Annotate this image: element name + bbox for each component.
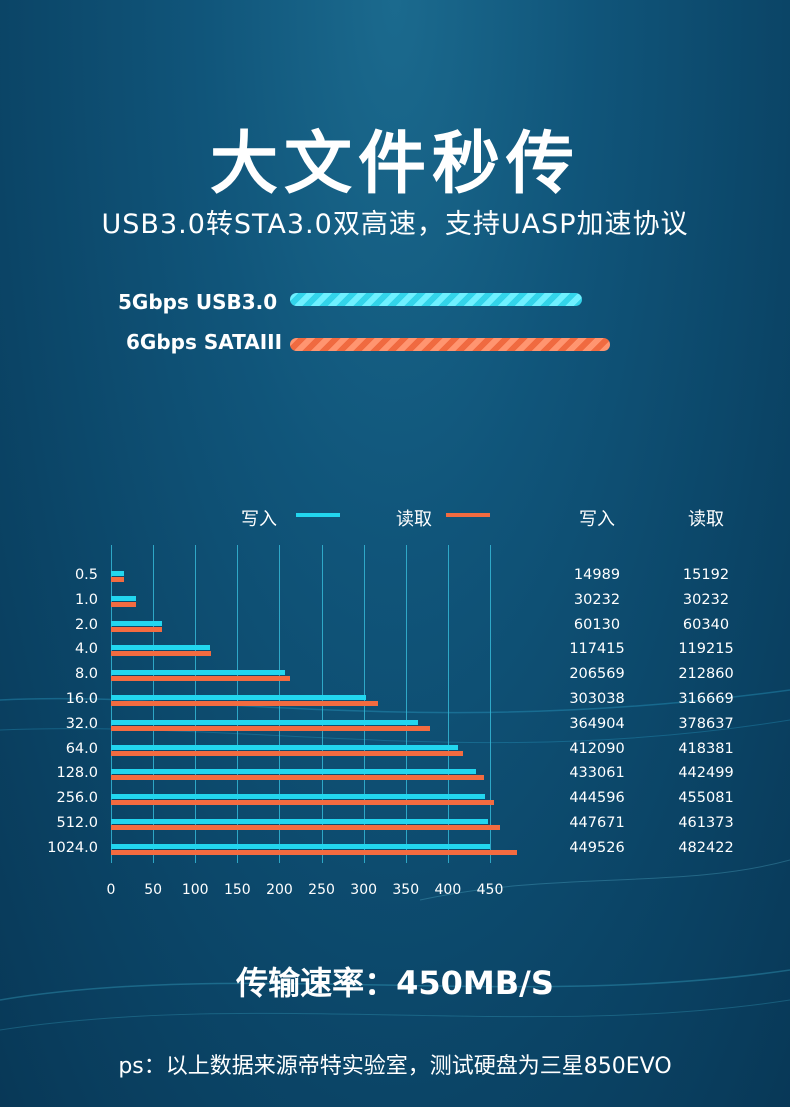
y-category-label: 0.5 <box>74 567 98 583</box>
table-header-write: 写入 <box>579 509 615 530</box>
sata-interface-label: 6Gbps SATAIII <box>126 330 283 354</box>
value-write: 30232 <box>573 591 621 608</box>
y-category-label: 256.0 <box>56 790 98 807</box>
value-read: 418381 <box>678 740 734 757</box>
x-tick-label: 50 <box>144 882 163 898</box>
bar-write <box>111 695 367 700</box>
bar-write <box>111 719 419 725</box>
usb-interface-label: 5Gbps USB3.0 <box>118 290 278 314</box>
y-category-label: 512.0 <box>56 815 98 831</box>
value-write: 444596 <box>569 790 625 807</box>
value-write: 412090 <box>569 740 625 757</box>
legend-write-label: 写入 <box>241 509 277 530</box>
bar-read <box>111 626 162 632</box>
bar-write <box>111 571 124 576</box>
value-read: 378637 <box>678 715 734 732</box>
value-write: 60130 <box>573 616 621 633</box>
x-gridline <box>490 545 491 863</box>
value-read: 461373 <box>678 815 734 831</box>
value-read: 15192 <box>682 567 730 583</box>
value-write: 449526 <box>569 839 625 856</box>
y-category-label: 64.0 <box>65 740 98 757</box>
bar-read <box>111 775 484 781</box>
x-tick-label: 450 <box>476 882 504 898</box>
bar-read <box>111 849 518 855</box>
test-note: ps：以上数据来源帝特实验室，测试硬盘为三星850EVO <box>118 1054 672 1079</box>
x-tick-label: 350 <box>392 882 420 898</box>
value-read: 442499 <box>678 765 734 782</box>
value-read: 212860 <box>678 666 734 683</box>
x-tick-label: 200 <box>266 882 293 898</box>
usb-interface-bar <box>290 293 582 306</box>
legend-write-swatch <box>296 513 340 517</box>
x-tick-label: 300 <box>350 882 378 898</box>
bar-read <box>111 701 378 706</box>
y-category-label: 1024.0 <box>47 839 98 856</box>
value-read: 119215 <box>678 641 734 658</box>
bar-read <box>111 651 212 657</box>
x-tick-label: 0 <box>106 882 116 898</box>
x-gridline <box>405 545 407 863</box>
y-category-label: 16.0 <box>65 691 98 707</box>
bar-write <box>111 819 489 824</box>
value-read: 30232 <box>682 591 730 608</box>
value-write: 364904 <box>569 715 625 732</box>
bar-read <box>111 601 137 607</box>
value-read: 60340 <box>682 616 730 633</box>
page-subtitle: USB3.0转STA3.0双高速，支持UASP加速协议 <box>101 209 689 240</box>
legend-read-swatch <box>446 513 490 517</box>
bar-write <box>111 670 285 676</box>
sata-interface-bar <box>290 338 610 351</box>
transfer-speed-text: 传输速率：450MB/S <box>236 964 554 1002</box>
page-title: 大文件秒传 <box>209 125 580 204</box>
table-header-read: 读取 <box>688 509 724 530</box>
bar-write <box>111 620 162 626</box>
x-gridline <box>447 545 449 863</box>
bar-read <box>111 676 291 682</box>
value-write: 14989 <box>573 567 621 583</box>
y-category-label: 2.0 <box>74 616 98 633</box>
bar-write <box>111 843 490 849</box>
value-write: 447671 <box>569 815 625 831</box>
bar-read <box>111 725 430 731</box>
x-tick-label: 250 <box>308 882 335 898</box>
bar-read <box>111 825 500 830</box>
value-read: 455081 <box>678 790 734 807</box>
y-category-label: 128.0 <box>56 765 98 782</box>
y-category-label: 1.0 <box>74 591 98 608</box>
value-write: 206569 <box>569 666 625 683</box>
bar-read <box>111 750 464 756</box>
x-tick-label: 400 <box>434 882 462 898</box>
bar-read <box>111 577 124 582</box>
value-write: 303038 <box>569 691 625 707</box>
value-write: 117415 <box>569 641 625 658</box>
bar-write <box>111 794 486 800</box>
value-write: 433061 <box>569 765 625 782</box>
bar-write <box>111 744 459 750</box>
y-category-label: 4.0 <box>74 641 98 658</box>
value-read: 482422 <box>678 839 734 856</box>
bar-write <box>111 595 137 601</box>
x-tick-label: 150 <box>223 882 251 898</box>
value-read: 316669 <box>678 691 734 707</box>
bar-write <box>111 769 476 775</box>
bar-read <box>111 800 495 806</box>
x-tick-label: 100 <box>181 882 209 898</box>
legend-read-label: 读取 <box>396 509 432 530</box>
bar-write <box>111 645 210 651</box>
y-category-label: 8.0 <box>74 666 98 683</box>
y-category-label: 32.0 <box>65 715 98 732</box>
